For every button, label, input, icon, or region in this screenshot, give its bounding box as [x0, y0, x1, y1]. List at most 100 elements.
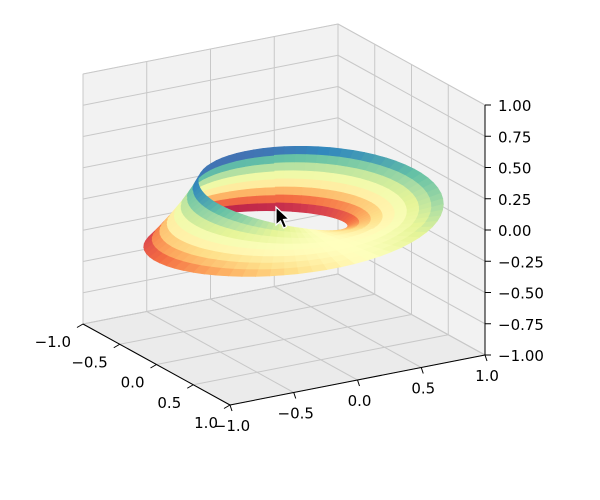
x-axis-ticks: −1.0−0.5 0.0 0.5 1.0 — [35, 323, 231, 432]
y-tick-label: 0.5 — [411, 380, 435, 398]
surface-patch — [272, 249, 285, 257]
z-tick-label: −1.00 — [498, 347, 544, 365]
surface-patch — [244, 149, 255, 160]
surface-patch — [283, 145, 296, 156]
surface-patch — [274, 178, 285, 188]
surface-patch — [253, 148, 264, 158]
surface-patch — [300, 195, 311, 205]
grid-line — [82, 86, 339, 137]
surface-patch — [253, 155, 265, 166]
surface-patch — [275, 236, 285, 245]
x-tick-label: 0.0 — [121, 374, 145, 392]
surface-patch — [245, 179, 257, 190]
surface-patch — [265, 194, 276, 204]
surface-patch — [293, 162, 306, 172]
surface-patch — [293, 170, 305, 180]
surface-patch — [304, 154, 318, 164]
surface-patch — [302, 178, 313, 189]
surface-patch — [256, 194, 267, 204]
y-tick-label: 1.0 — [475, 367, 499, 385]
surface-patch — [255, 186, 267, 196]
surface-patch — [246, 195, 258, 205]
z-tick-label: 1.00 — [498, 97, 531, 115]
z-tick-label: −0.75 — [498, 316, 544, 334]
x-tick-mark — [150, 364, 157, 369]
surface-patch — [292, 194, 302, 205]
grid-line — [82, 54, 339, 106]
surface-patch — [283, 186, 294, 196]
z-tick-label: 0.75 — [498, 128, 531, 146]
surface-patch — [269, 268, 285, 277]
surface-patch — [271, 256, 285, 264]
surface-patch — [237, 203, 249, 213]
surface-patch — [305, 145, 319, 156]
y-tick-mark — [293, 392, 297, 399]
surface-patch — [254, 171, 266, 181]
mobius-surface — [143, 145, 444, 277]
surface-patch — [292, 186, 303, 196]
grid-line — [337, 117, 486, 200]
surface-patch — [237, 188, 248, 198]
surface-patch — [215, 267, 234, 277]
surface-patch — [283, 255, 297, 263]
grid-line — [193, 334, 449, 386]
surface-patch — [274, 194, 285, 204]
x-tick-mark — [186, 384, 194, 389]
surface-patch — [237, 195, 248, 205]
z-tick-label: 0.00 — [498, 222, 531, 240]
surface-patch — [283, 162, 295, 172]
surface-patch — [255, 179, 266, 189]
grid-line — [337, 86, 486, 168]
surface-patch — [265, 202, 276, 212]
surface-patch — [270, 262, 285, 270]
surface-patch — [294, 154, 307, 164]
surface-patch — [291, 202, 302, 213]
surface-patch — [292, 178, 304, 188]
x-tick-mark — [76, 323, 84, 328]
surface-patch — [264, 178, 276, 188]
y-tick-mark — [357, 379, 360, 387]
surface-patch — [254, 163, 265, 174]
surface-patch — [310, 179, 323, 190]
surface-patch — [313, 162, 327, 173]
surface-patch — [256, 202, 267, 212]
surface-patch — [273, 243, 285, 251]
surface-patch — [294, 146, 307, 155]
surface-patch — [247, 202, 258, 212]
y-tick-mark — [229, 404, 233, 412]
surface-patch — [312, 171, 325, 181]
y-tick-label: −0.5 — [278, 405, 314, 423]
y-tick-label: 0.0 — [348, 392, 372, 410]
arrow-cursor-icon — [275, 205, 291, 229]
surface-patch — [327, 147, 343, 158]
surface-patch — [263, 154, 275, 165]
surface-patch — [283, 267, 299, 276]
surface-patch — [316, 146, 331, 157]
surface-patch — [264, 170, 275, 180]
grid-line — [82, 117, 339, 169]
surface-patch — [283, 243, 294, 251]
surface-patch — [274, 186, 285, 196]
surface-patch — [273, 162, 285, 172]
x-tick-mark — [113, 343, 121, 349]
surface-patch — [283, 170, 295, 180]
y-tick-mark — [420, 367, 424, 374]
surface-patch — [283, 249, 296, 257]
surface-patch — [263, 162, 275, 173]
z-tick-label: −0.25 — [498, 253, 544, 271]
x-tick-mark — [223, 404, 231, 409]
surface-patch — [283, 194, 294, 204]
grid-line — [337, 23, 486, 106]
surface-patch — [301, 187, 312, 197]
grid-line — [156, 314, 412, 365]
y-tick-label: −1.0 — [214, 417, 250, 435]
surface-patch — [309, 187, 321, 198]
surface-patch — [283, 231, 292, 239]
surface-patch — [302, 170, 315, 181]
x-tick-label: −0.5 — [71, 353, 107, 371]
grid-line — [119, 293, 375, 345]
y-tick-mark — [484, 354, 488, 362]
surface-patch — [236, 151, 246, 162]
surface-patch — [262, 146, 275, 157]
